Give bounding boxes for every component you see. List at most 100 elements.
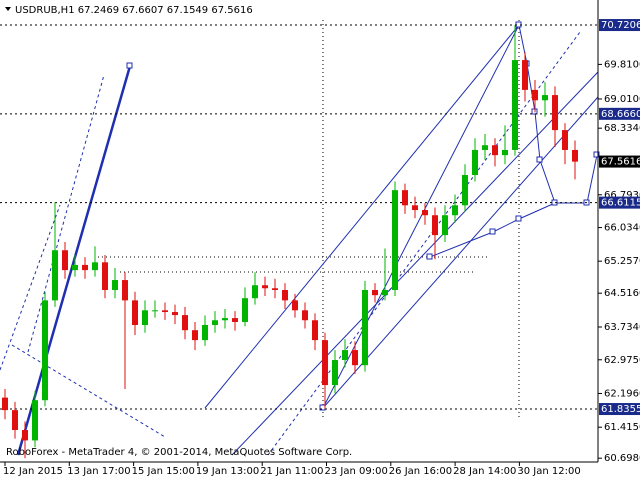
y-tick-label: 63.7340 — [604, 322, 640, 333]
candle-body — [52, 250, 58, 301]
level-label: 66.6115 — [601, 198, 640, 209]
y-tick-label: 64.5160 — [604, 288, 640, 299]
candle-body — [22, 430, 28, 441]
x-tick-label: 15 Jan 15:00 — [132, 466, 195, 477]
y-tick-label: 69.8100 — [604, 59, 640, 70]
menu-arrow[interactable] — [5, 7, 11, 11]
y-tick-label: 68.3340 — [604, 123, 640, 134]
candle-body — [452, 205, 458, 216]
candle-body — [542, 95, 548, 101]
candle-body — [532, 89, 538, 101]
candle-body — [292, 300, 298, 311]
candle-body — [302, 310, 308, 321]
candle-body — [242, 298, 248, 322]
candle-body — [482, 145, 488, 150]
x-tick-label: 12 Jan 2015 — [3, 466, 63, 477]
candle-body — [152, 310, 158, 312]
candle-body — [62, 250, 68, 271]
candle-body — [502, 149, 508, 156]
y-tick-label: 62.9750 — [604, 355, 640, 366]
candle-body — [172, 312, 178, 316]
level-label: 61.8355 — [601, 404, 640, 415]
candle-body — [82, 264, 88, 271]
y-tick-label: 69.0100 — [604, 94, 640, 105]
candle-body — [512, 60, 518, 150]
candle-body — [72, 264, 78, 271]
projection — [429, 202, 556, 258]
level-label-bg — [599, 196, 640, 209]
candle-body — [192, 330, 198, 341]
trend-line — [16, 65, 132, 456]
level-label: 70.7206 — [601, 20, 640, 31]
candle-body — [422, 210, 428, 216]
candle-body — [312, 320, 318, 341]
trend-lines — [0, 20, 600, 456]
candle-body — [412, 205, 418, 211]
channel-line — [204, 24, 520, 409]
level-label-bg — [599, 107, 640, 120]
candle-body — [252, 285, 258, 299]
candle-body — [282, 289, 288, 301]
candle-body — [552, 95, 558, 131]
candle-body — [112, 280, 118, 290]
anchor-point — [426, 253, 433, 260]
candle-body — [382, 289, 388, 296]
candle-body — [442, 215, 448, 236]
candle-body — [12, 410, 18, 431]
candle-body — [342, 350, 348, 361]
x-tick-label: 30 Jan 12:00 — [517, 466, 580, 477]
trend-line — [322, 24, 520, 409]
candle-body — [332, 360, 338, 386]
y-tick-label: 65.2570 — [604, 256, 640, 267]
y-tick-label: 66.0340 — [604, 223, 640, 234]
candle-body — [92, 262, 98, 271]
candle-body — [372, 289, 378, 296]
y-tick-label: 62.1960 — [604, 388, 640, 399]
x-tick-label: 13 Jan 17:00 — [67, 466, 130, 477]
candle-body — [472, 149, 478, 176]
candle-body — [232, 318, 238, 322]
anchor-point — [515, 215, 522, 222]
candle-body — [122, 280, 128, 301]
x-tick-label: 21 Jan 11:00 — [260, 466, 323, 477]
candle-body — [572, 149, 578, 162]
x-tick-label: 19 Jan 13:00 — [196, 466, 259, 477]
candle-body — [562, 130, 568, 150]
candle-body — [202, 324, 208, 341]
candle-body — [362, 289, 368, 366]
y-tick-label: 66.7930 — [604, 190, 640, 201]
y-tick-label: 60.6980 — [604, 453, 640, 464]
candle-body — [132, 300, 138, 325]
current-price-bg — [599, 155, 640, 168]
candle-body — [212, 320, 218, 325]
candle-body — [522, 60, 528, 90]
channel-line — [267, 31, 581, 456]
x-tick-label: 23 Jan 09:00 — [325, 466, 388, 477]
candle-body — [392, 190, 398, 290]
anchor-point — [593, 151, 600, 158]
y-tick-label: 61.4150 — [604, 422, 640, 433]
candle-body — [432, 215, 438, 236]
level-label-bg — [599, 403, 640, 416]
anchor-point — [536, 156, 543, 163]
candle-body — [462, 175, 468, 206]
trend-line — [0, 204, 61, 371]
x-tick-label: 28 Jan 14:00 — [453, 466, 516, 477]
candle-body — [402, 190, 408, 206]
candle-body — [182, 315, 188, 331]
candle-body — [142, 310, 148, 325]
anchor-point — [126, 62, 133, 69]
candle-body — [102, 262, 108, 290]
anchor-point — [489, 228, 496, 235]
candle-body — [162, 310, 168, 313]
x-tick-label: 26 Jan 16:00 — [389, 466, 452, 477]
candle-body — [222, 318, 228, 321]
candle-body — [42, 300, 48, 401]
candle-body — [492, 145, 498, 156]
candle-body — [32, 400, 38, 441]
candle-body — [262, 285, 268, 289]
chart-title: USDRUB,H1 67.2469 67.6607 67.1549 67.561… — [15, 5, 253, 16]
candle-body — [272, 288, 278, 290]
